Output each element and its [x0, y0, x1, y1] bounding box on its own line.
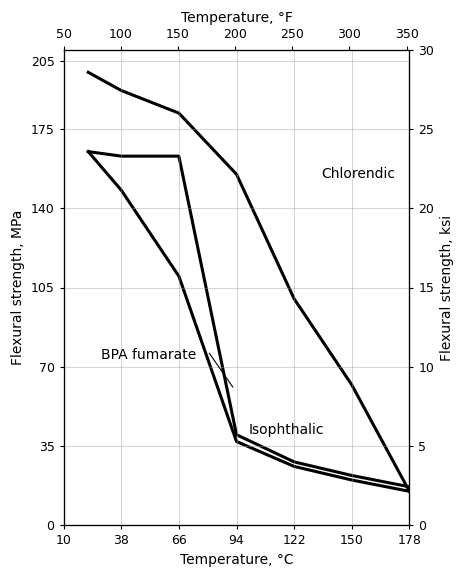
- X-axis label: Temperature, °C: Temperature, °C: [179, 553, 293, 567]
- Y-axis label: Flexural strength, MPa: Flexural strength, MPa: [11, 210, 25, 365]
- Text: BPA fumarate: BPA fumarate: [100, 349, 196, 362]
- Text: Isophthalic: Isophthalic: [249, 423, 325, 437]
- X-axis label: Temperature, °F: Temperature, °F: [180, 11, 292, 25]
- Text: Chlorendic: Chlorendic: [321, 167, 395, 181]
- Y-axis label: Flexural strength, ksi: Flexural strength, ksi: [440, 214, 454, 361]
